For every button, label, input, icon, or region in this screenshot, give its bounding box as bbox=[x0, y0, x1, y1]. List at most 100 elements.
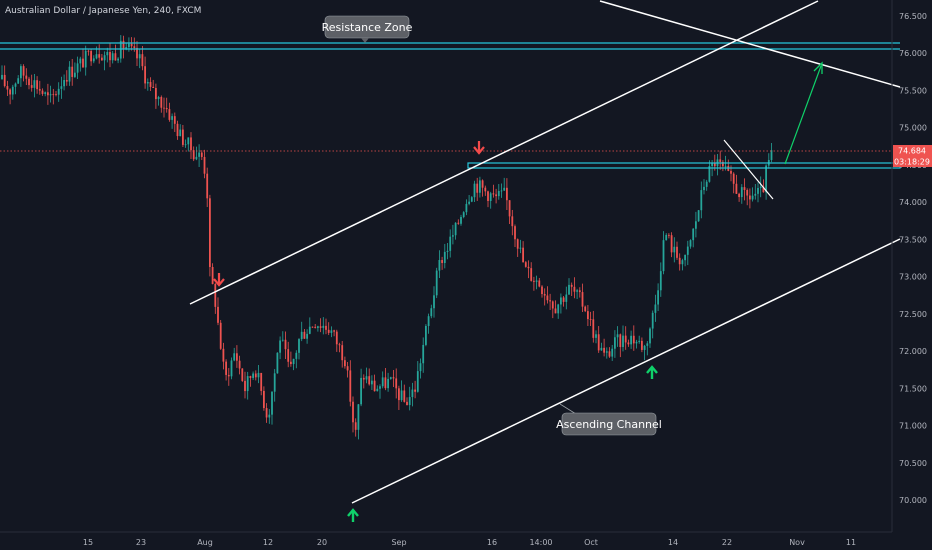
candle-body bbox=[654, 304, 657, 313]
candle-body bbox=[425, 326, 427, 345]
y-tick-label: 75.500 bbox=[899, 86, 927, 95]
candle-body bbox=[489, 193, 492, 201]
candle-body bbox=[519, 247, 522, 249]
candle-body bbox=[171, 116, 173, 120]
candle-body bbox=[217, 306, 219, 323]
candle-body bbox=[749, 195, 751, 200]
candle-body bbox=[55, 94, 57, 96]
candle-body bbox=[657, 290, 659, 305]
candle-body bbox=[130, 43, 133, 47]
candle-body bbox=[484, 187, 487, 192]
candle-body bbox=[587, 311, 589, 320]
candle-body bbox=[52, 94, 55, 96]
candle-body bbox=[28, 78, 30, 86]
candle-body bbox=[203, 156, 206, 174]
candle-body bbox=[238, 360, 241, 369]
ascending-channel-label[interactable]: Ascending Channel bbox=[556, 403, 662, 436]
candle-body bbox=[454, 222, 457, 236]
candle-body bbox=[136, 47, 138, 59]
x-tick-label: Sep bbox=[391, 538, 406, 547]
x-tick-label: 14 bbox=[668, 538, 678, 547]
countdown-tag: 03:18:29 bbox=[893, 156, 932, 167]
candle-body bbox=[433, 295, 435, 309]
candle-body bbox=[20, 66, 22, 79]
candle-body bbox=[1, 74, 3, 80]
candle-body bbox=[614, 337, 616, 349]
candle-body bbox=[443, 251, 446, 264]
candle-body bbox=[589, 319, 592, 320]
candle-body bbox=[338, 344, 341, 346]
candle-body bbox=[71, 66, 74, 77]
candle-body bbox=[179, 129, 182, 137]
time-axis[interactable]: 15 23 Aug 12 20 Sep 16 14:00 Oct 14 22 Nov 11 bbox=[0, 531, 892, 547]
candle-body bbox=[408, 397, 411, 406]
candle-body bbox=[686, 246, 689, 255]
candle-body bbox=[703, 186, 705, 191]
projection-arrow-line bbox=[784, 65, 822, 165]
candle-body bbox=[468, 201, 470, 204]
candle-body bbox=[649, 328, 651, 344]
candle-body bbox=[651, 312, 654, 329]
candle-body bbox=[597, 334, 600, 351]
candle-body bbox=[479, 180, 481, 193]
candle-body bbox=[290, 361, 292, 365]
candle-body bbox=[49, 94, 52, 96]
candle-body bbox=[681, 260, 684, 265]
red-down-arrow-icon bbox=[473, 141, 485, 155]
x-tick-label: Nov bbox=[789, 538, 805, 547]
candle-body bbox=[435, 270, 438, 296]
candle-body bbox=[543, 294, 546, 296]
candle-body bbox=[82, 58, 84, 68]
green-up-arrow-icon bbox=[646, 365, 658, 379]
candle-body bbox=[538, 280, 541, 287]
candle-body bbox=[460, 217, 462, 224]
resistance-zone-label[interactable]: Resistance Zone bbox=[322, 15, 413, 43]
candle-body bbox=[476, 183, 479, 193]
candle-body bbox=[160, 97, 163, 108]
y-tick-label: 72.000 bbox=[899, 347, 927, 356]
candle-body bbox=[595, 334, 597, 338]
candle-body bbox=[106, 52, 109, 56]
candle-body bbox=[117, 58, 119, 61]
candle-body bbox=[74, 72, 76, 77]
candle-body bbox=[195, 156, 198, 160]
candle-body bbox=[322, 325, 325, 328]
candle-body bbox=[762, 186, 765, 193]
candles-layer bbox=[1, 35, 773, 440]
candle-body bbox=[713, 163, 716, 167]
candle-body bbox=[6, 86, 9, 90]
candle-body bbox=[708, 166, 711, 182]
candle-body bbox=[611, 348, 614, 357]
candle-body bbox=[641, 340, 643, 350]
candle-body bbox=[389, 377, 392, 379]
candle-body bbox=[128, 43, 130, 48]
candle-body bbox=[206, 173, 209, 199]
y-tick-label: 71.500 bbox=[899, 384, 927, 393]
candle-body bbox=[41, 90, 44, 94]
candle-body bbox=[530, 268, 533, 281]
x-tick-label: 23 bbox=[136, 538, 146, 547]
candle-body bbox=[678, 257, 681, 265]
candle-body bbox=[508, 200, 511, 217]
candle-body bbox=[514, 226, 516, 240]
candle-body bbox=[230, 360, 233, 377]
price-axis[interactable]: 76.50076.00075.50075.00074.50074.00073.5… bbox=[891, 0, 927, 532]
candle-body bbox=[487, 191, 489, 201]
candle-body bbox=[90, 51, 92, 62]
candle-body bbox=[155, 87, 157, 100]
candle-body bbox=[133, 46, 136, 48]
candle-body bbox=[79, 58, 82, 64]
candle-body bbox=[700, 190, 703, 211]
candle-body bbox=[527, 266, 530, 269]
candle-body bbox=[387, 378, 389, 389]
x-tick-label: 20 bbox=[317, 538, 327, 547]
candle-body bbox=[705, 181, 708, 187]
candle-body bbox=[17, 78, 20, 84]
x-tick-label: 12 bbox=[263, 538, 273, 547]
candle-body bbox=[659, 271, 662, 291]
candle-body bbox=[635, 341, 638, 344]
candle-body bbox=[376, 388, 379, 392]
candle-body bbox=[87, 50, 90, 52]
candle-body bbox=[735, 183, 738, 194]
red-down-arrow-icon bbox=[213, 273, 225, 287]
